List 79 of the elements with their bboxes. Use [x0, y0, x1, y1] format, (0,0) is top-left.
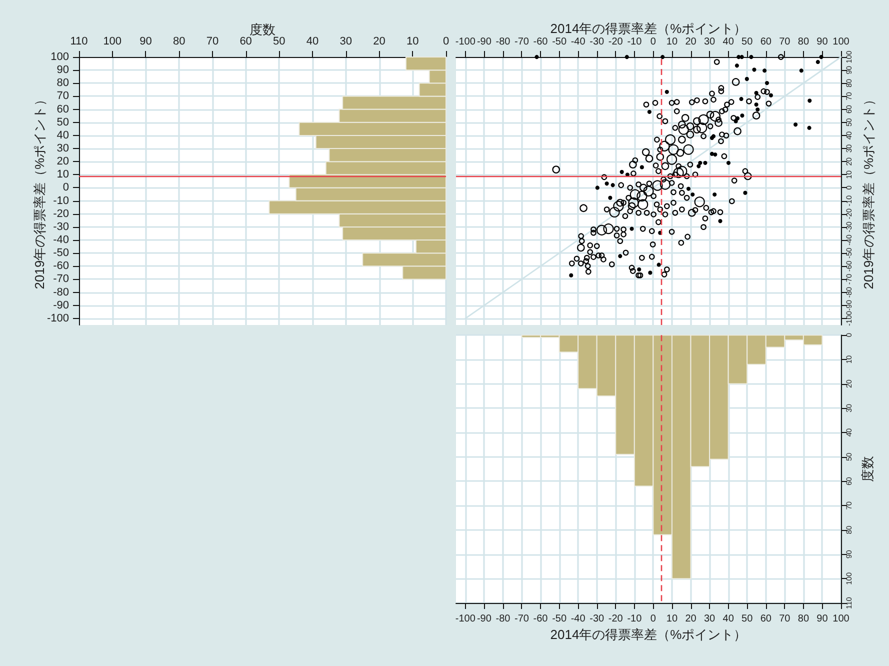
x-tick-label: 70: [779, 614, 791, 624]
x-tick-label: 30: [704, 614, 716, 624]
x-tick-label: -90: [476, 36, 492, 48]
y-tick-label: 70: [56, 90, 69, 102]
y-tick-label: -60: [53, 260, 69, 272]
x-tick-label: -60: [533, 36, 548, 48]
y-tick-label: -70: [53, 273, 69, 286]
x-tick-label: 70: [206, 36, 219, 48]
x-tick-label: 40: [306, 36, 319, 48]
x-tick-label: 20: [685, 36, 697, 48]
x-tick-label: 80: [172, 36, 186, 48]
y-axis-title: 2019年の得票率差（%ポイント）: [861, 92, 876, 290]
y-axis-title: 2019年の得票率差（%ポイント）: [32, 92, 47, 290]
y-tick-label: -100: [46, 312, 69, 324]
x-tick-label: -10: [627, 614, 642, 624]
x-tick-label: -50: [552, 36, 567, 48]
x-tick-label: 10: [666, 36, 678, 48]
x-tick-label: -10: [627, 36, 642, 48]
y-tick-label: -30: [53, 220, 69, 233]
x-tick-label: 0: [650, 614, 656, 624]
x-tick-label: 70: [779, 36, 791, 48]
x-tick-label: -20: [608, 614, 624, 624]
x-tick-label: 40: [722, 614, 734, 624]
x-tick-label: -100: [455, 36, 476, 48]
x-tick-label: 0: [650, 36, 656, 48]
x-tick-label: 20: [685, 614, 697, 624]
x-tick-label: 60: [760, 36, 772, 48]
y-tick-label: 100: [50, 51, 69, 63]
y-tick-label: 50: [56, 116, 69, 128]
x-tick-label: -70: [514, 36, 530, 48]
x-tick-label: 80: [798, 36, 810, 48]
y-tick-label: 80: [56, 77, 69, 90]
x-tick-label: 80: [798, 614, 810, 624]
x-tick-label: 60: [760, 614, 772, 624]
x-tick-label: 30: [340, 36, 352, 48]
x-tick-label: -100: [455, 614, 476, 624]
x-tick-label: 10: [406, 36, 419, 48]
x-tick-label: -20: [608, 36, 624, 48]
x-tick-label: -80: [496, 36, 511, 48]
x-tick-label: -30: [590, 36, 605, 48]
y-tick-label: -80: [53, 286, 69, 298]
x-tick-label: 90: [816, 614, 828, 624]
x-tick-label: 10: [666, 614, 678, 624]
x-tick-label: 110: [70, 36, 88, 48]
y-axis-title: 度数: [860, 456, 875, 482]
x-tick-label: -50: [552, 614, 567, 624]
y-tick-label: 20: [56, 156, 69, 168]
x-tick-label: -60: [533, 614, 548, 624]
y-tick-label: -40: [53, 234, 69, 246]
x-axis-title: 2014年の得票率差（%ポイント）: [550, 21, 747, 36]
y-tick-label: 60: [56, 103, 69, 116]
x-tick-label: 50: [273, 36, 286, 48]
y-tick-label: 0: [62, 182, 69, 194]
x-axis-title: 2014年の得票率差（%ポイント）: [550, 627, 747, 642]
y-tick-label: -90: [53, 299, 69, 312]
y-tick-label: 10: [56, 168, 69, 181]
x-tick-label: 90: [816, 36, 828, 48]
y-tick-label: 30: [56, 142, 69, 155]
x-tick-label: 50: [742, 36, 754, 48]
x-tick-label: 30: [704, 36, 716, 48]
x-tick-label: -70: [514, 614, 530, 624]
x-tick-label: -40: [570, 36, 586, 48]
x-tick-label: -90: [476, 614, 492, 624]
x-tick-label: -80: [496, 614, 511, 624]
y-tick-label: 40: [56, 129, 69, 142]
y-tick-label: 90: [56, 64, 69, 76]
y-tick-label: -10: [53, 194, 69, 207]
y-tick-label: -20: [53, 208, 69, 220]
x-tick-label: 20: [373, 36, 386, 48]
x-tick-label: 50: [742, 614, 754, 624]
x-tick-label: 0: [442, 36, 450, 48]
x-tick-label: 90: [140, 36, 152, 48]
y-tick-label: -50: [53, 247, 69, 260]
x-tick-label: 40: [722, 36, 734, 48]
x-axis-title: 度数: [250, 22, 276, 37]
x-tick-label: -40: [570, 614, 586, 624]
x-tick-label: 100: [103, 36, 122, 48]
x-tick-label: -30: [590, 614, 605, 624]
x-tick-label: 60: [240, 36, 252, 48]
